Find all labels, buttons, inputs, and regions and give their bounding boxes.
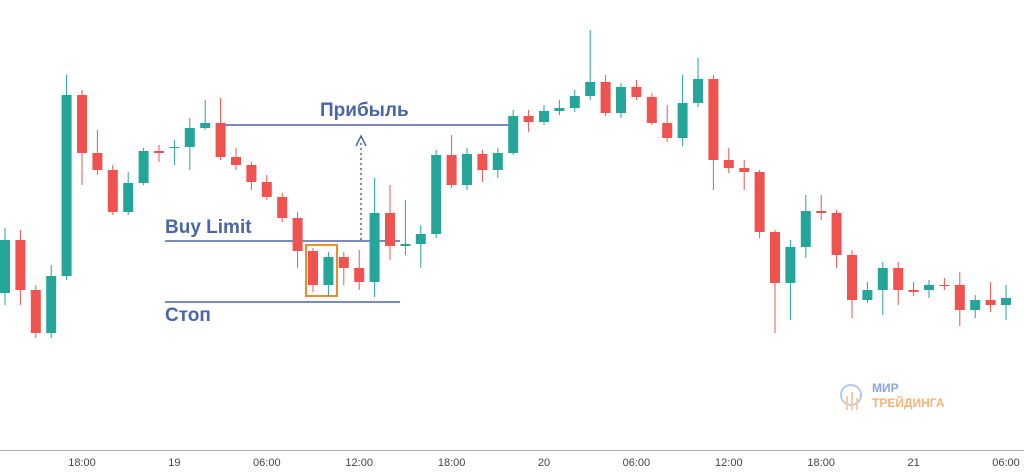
x-tick-label: 20	[538, 457, 550, 469]
level-label: Buy Limit	[165, 217, 252, 238]
candle-body	[92, 153, 103, 170]
x-tick-label: 18:00	[438, 457, 466, 469]
candle-body	[477, 154, 488, 170]
candle-body	[877, 268, 888, 290]
candle-body	[954, 285, 965, 310]
candle-body	[893, 268, 904, 290]
x-tick-label: 12:00	[345, 457, 373, 469]
candle-body	[323, 257, 334, 285]
candle-body	[754, 172, 765, 232]
candle-body	[708, 79, 719, 160]
x-tick-label: 12:00	[715, 457, 743, 469]
candle-body	[939, 285, 950, 286]
candle-body	[523, 116, 534, 122]
candle-body	[354, 268, 365, 282]
candle-body	[338, 257, 349, 268]
candle-body	[631, 87, 642, 97]
candle-body	[277, 197, 288, 218]
candle-body	[46, 276, 57, 333]
candle-body	[847, 255, 857, 300]
candle-body	[0, 240, 10, 293]
candle-body	[677, 103, 688, 138]
candle-body	[308, 251, 318, 285]
candle-body	[400, 244, 411, 246]
candle-body	[169, 147, 180, 148]
candle-body	[785, 247, 796, 283]
candle-body	[1001, 298, 1011, 305]
level-label: Стоп	[165, 305, 211, 326]
candle-body	[970, 300, 981, 310]
x-tick-label: 18:00	[807, 457, 835, 469]
candle-body	[107, 170, 118, 212]
candle-body	[446, 155, 457, 185]
candle-body	[831, 213, 842, 255]
candle-body	[462, 154, 472, 185]
candle-body	[646, 97, 657, 123]
x-tick-label: 06:00	[623, 457, 651, 469]
candle-body	[800, 211, 811, 247]
candle-body	[600, 82, 611, 113]
candle-body	[215, 123, 226, 157]
candle-body	[415, 234, 426, 244]
candle-body	[61, 95, 72, 276]
candle-body	[616, 87, 626, 113]
candle-body	[908, 290, 919, 292]
x-tick-label: 18:00	[68, 457, 96, 469]
candle-body	[246, 165, 257, 182]
arrow-head	[355, 134, 367, 147]
candle-body	[154, 151, 164, 153]
candle-body	[431, 155, 442, 234]
level-label: Прибыль	[320, 100, 409, 121]
candle-body	[200, 123, 211, 128]
candle-body	[985, 300, 996, 305]
x-tick-label: 19	[168, 457, 180, 469]
candle-body	[770, 232, 780, 283]
candle-body	[554, 108, 565, 111]
candle-body	[569, 96, 580, 108]
candle-body	[369, 213, 380, 282]
candle-body	[662, 123, 673, 138]
candle-body	[539, 111, 549, 122]
candle-body	[492, 153, 503, 170]
candle-body	[739, 168, 750, 172]
candle-body	[261, 182, 272, 197]
candle-body	[184, 128, 195, 147]
candle-body	[231, 157, 241, 165]
candle-body	[15, 240, 26, 290]
watermark-text: МИР	[872, 381, 899, 395]
watermark-text: ТРЕЙДИНГА	[872, 395, 945, 410]
candle-body	[693, 79, 703, 103]
candle-body	[816, 211, 827, 213]
x-tick-label: 06:00	[992, 457, 1020, 469]
x-tick-label: 21	[907, 457, 919, 469]
candle-body	[292, 218, 303, 251]
candle-body	[123, 183, 134, 212]
candle-body	[385, 213, 395, 246]
candle-body	[138, 151, 149, 183]
candle-body	[30, 290, 41, 333]
watermark-logo	[840, 384, 862, 410]
candle-body	[508, 116, 519, 153]
highlight-box	[305, 244, 338, 297]
candle-body	[862, 290, 873, 300]
x-tick-label: 06:00	[253, 457, 281, 469]
candle-body	[924, 285, 934, 290]
candle-body	[585, 82, 596, 96]
candle-body	[723, 160, 734, 168]
candle-body	[77, 95, 87, 153]
